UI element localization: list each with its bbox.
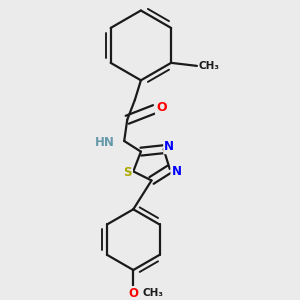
Text: CH₃: CH₃	[198, 61, 219, 71]
Text: O: O	[156, 101, 166, 114]
Text: HN: HN	[94, 136, 114, 149]
Text: N: N	[164, 140, 174, 153]
Text: S: S	[124, 167, 132, 179]
Text: O: O	[128, 287, 138, 300]
Text: N: N	[171, 165, 182, 178]
Text: CH₃: CH₃	[142, 288, 164, 298]
